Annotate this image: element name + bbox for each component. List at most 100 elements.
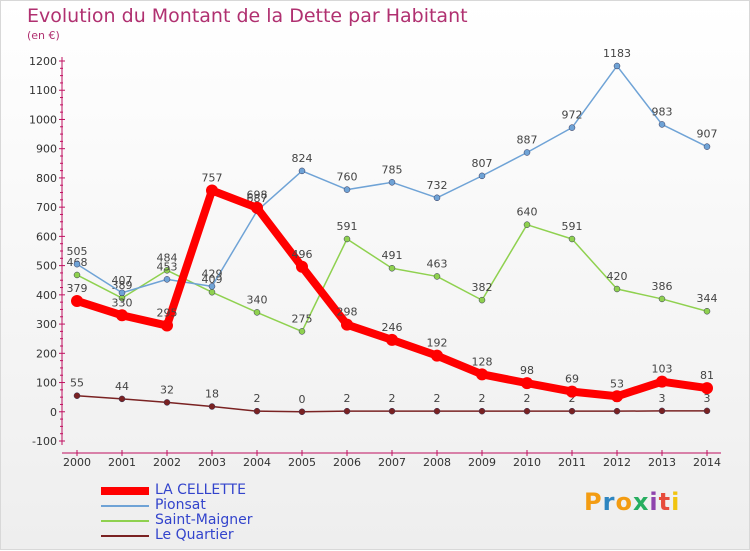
logo-letter: i — [671, 488, 681, 516]
x-tick-label: 2006 — [333, 456, 361, 469]
data-label: 18 — [205, 388, 219, 401]
data-point — [478, 296, 486, 304]
data-point — [118, 395, 126, 403]
data-point — [298, 167, 306, 175]
data-label: 103 — [652, 363, 673, 376]
data-point — [71, 294, 83, 307]
y-tick-label: 1100 — [29, 84, 57, 97]
data-point — [386, 333, 398, 346]
y-tick-label: 100 — [36, 377, 57, 390]
data-point — [658, 407, 666, 415]
data-point — [161, 319, 173, 332]
y-axis-unit: (en €) — [27, 29, 60, 42]
legend-swatch — [101, 505, 149, 507]
data-label: 491 — [382, 249, 403, 262]
data-label: 330 — [112, 296, 133, 309]
data-label: 53 — [610, 377, 624, 390]
data-point — [658, 121, 666, 128]
data-point — [566, 385, 578, 398]
data-label: 246 — [382, 321, 403, 334]
data-point — [658, 295, 666, 303]
data-label: 1183 — [603, 47, 631, 60]
x-tick-label: 2005 — [288, 456, 316, 469]
data-point — [73, 392, 81, 399]
data-label: 591 — [337, 220, 358, 233]
data-point — [476, 368, 488, 381]
data-label: 907 — [697, 128, 718, 141]
data-point — [251, 201, 263, 214]
y-tick-label: 400 — [36, 289, 57, 302]
data-point — [433, 407, 441, 415]
x-tick-label: 2013 — [648, 456, 676, 469]
data-label: 407 — [112, 274, 133, 287]
data-label: 2 — [434, 392, 441, 405]
data-label: 698 — [247, 189, 268, 202]
data-label: 44 — [115, 380, 129, 393]
data-label: 757 — [202, 171, 223, 184]
data-label: 484 — [157, 251, 178, 264]
y-tick-label: -100 — [32, 435, 57, 448]
data-label: 496 — [292, 248, 313, 261]
data-point — [388, 264, 396, 272]
data-point — [343, 407, 351, 415]
y-tick-label: 1000 — [29, 113, 57, 126]
data-label: 55 — [70, 377, 84, 390]
data-label: 81 — [700, 369, 714, 382]
legend-label: Le Quartier — [155, 527, 234, 543]
data-point — [523, 407, 531, 415]
data-label: 69 — [565, 373, 579, 386]
data-label: 2 — [344, 392, 351, 405]
data-label: 295 — [157, 307, 178, 320]
x-tick-label: 2009 — [468, 456, 496, 469]
logo-letter: i — [649, 488, 659, 516]
x-tick-label: 2007 — [378, 456, 406, 469]
data-label: 807 — [472, 157, 493, 170]
x-tick-label: 2008 — [423, 456, 451, 469]
data-label: 591 — [562, 220, 583, 233]
data-point — [341, 318, 353, 331]
data-point — [611, 390, 623, 403]
data-label: 98 — [520, 364, 534, 377]
data-label: 0 — [299, 393, 306, 406]
data-point — [73, 271, 81, 279]
chart-title: Evolution du Montant de la Dette par Hab… — [27, 5, 468, 27]
data-point — [656, 375, 668, 388]
data-label: 192 — [427, 337, 448, 350]
legend-label: Saint-Maigner — [155, 512, 253, 528]
data-label: 344 — [697, 292, 718, 305]
data-label: 379 — [67, 282, 88, 295]
data-point — [703, 307, 711, 315]
data-label: 785 — [382, 163, 403, 176]
x-tick-label: 2012 — [603, 456, 631, 469]
data-point — [118, 289, 126, 297]
data-point — [703, 407, 711, 415]
data-point — [206, 184, 218, 197]
proxiti-logo: Proxiti — [584, 488, 680, 516]
data-label: 983 — [652, 105, 673, 118]
data-point — [208, 288, 216, 296]
data-label: 420 — [607, 270, 628, 283]
data-point — [208, 283, 216, 290]
x-tick-label: 2001 — [108, 456, 136, 469]
data-point — [523, 149, 531, 156]
data-label: 463 — [427, 257, 448, 270]
y-tick-label: 500 — [36, 260, 57, 273]
data-point — [431, 349, 443, 362]
legend-swatch — [101, 520, 149, 522]
data-point — [433, 194, 441, 202]
data-point — [343, 235, 351, 243]
data-point — [478, 172, 486, 180]
data-point — [388, 407, 396, 415]
logo-letter: x — [632, 488, 650, 516]
data-point — [298, 328, 306, 335]
y-tick-label: 600 — [36, 230, 57, 243]
logo-letter: r — [602, 488, 616, 516]
legend-swatch — [101, 535, 149, 537]
logo-letter: o — [615, 488, 633, 516]
data-label: 340 — [247, 293, 268, 306]
data-label: 732 — [427, 179, 448, 192]
data-label: 824 — [292, 152, 313, 165]
data-point — [568, 407, 576, 415]
data-label: 887 — [517, 133, 538, 146]
